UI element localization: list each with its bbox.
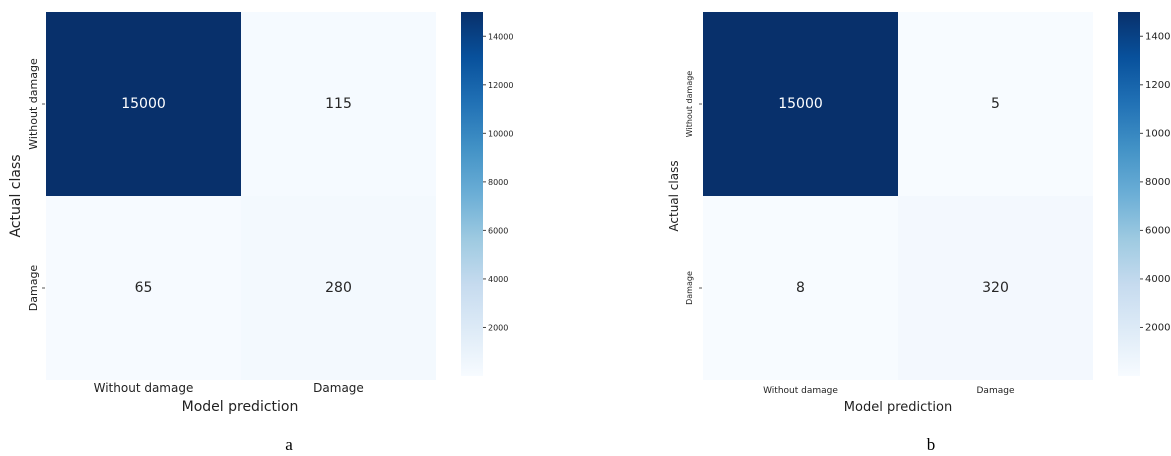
y-tick-label: Without damage bbox=[27, 58, 40, 150]
panel-label: a bbox=[285, 435, 293, 454]
cell-value-label: 280 bbox=[325, 280, 352, 296]
colorbar-tick-label: 14000 bbox=[1145, 31, 1171, 42]
x-tick-label: Without damage bbox=[94, 381, 194, 395]
cell-value-label: 15000 bbox=[121, 96, 166, 112]
panel-label: b bbox=[927, 435, 936, 454]
x-axis-label: Model prediction bbox=[182, 399, 299, 415]
colorbar-tick-label: 10000 bbox=[488, 129, 513, 138]
cell-value-label: 15000 bbox=[778, 96, 823, 112]
x-axis-label: Model prediction bbox=[844, 400, 952, 415]
colorbar-tick-label: 6000 bbox=[1145, 225, 1170, 236]
colorbar-tick-label: 12000 bbox=[488, 81, 513, 90]
cell-value-label: 8 bbox=[796, 280, 805, 296]
colorbar-tick-label: 14000 bbox=[488, 32, 513, 41]
y-tick-label: Without damage bbox=[685, 71, 694, 138]
colorbar-tick-label: 8000 bbox=[488, 178, 508, 187]
colorbar bbox=[1118, 12, 1140, 376]
colorbar-tick-label: 4000 bbox=[1145, 274, 1170, 285]
colorbar-tick-label: 10000 bbox=[1145, 128, 1171, 139]
colorbar-tick-label: 6000 bbox=[488, 226, 508, 235]
cell-value-label: 5 bbox=[991, 96, 1000, 112]
colorbar-tick-label: 2000 bbox=[1145, 322, 1170, 333]
y-tick-label: Damage bbox=[685, 271, 694, 305]
heatmap-panel-b: 15000 5 8 320 Without damage Damage Model pred… bbox=[667, 12, 1171, 454]
colorbar-tick-label: 12000 bbox=[1145, 80, 1171, 91]
colorbar-tick-label: 8000 bbox=[1145, 177, 1170, 188]
y-axis-label: Actual class bbox=[667, 160, 681, 231]
y-axis-label: Actual class bbox=[8, 154, 24, 237]
y-tick-label: Damage bbox=[27, 265, 40, 312]
colorbar-tick-label: 2000 bbox=[488, 323, 508, 332]
x-tick-label: Damage bbox=[977, 386, 1015, 396]
heatmap-panel-a: 15000 115 65 280 Without damage Damage Model p… bbox=[8, 12, 513, 454]
cell-value-label: 65 bbox=[135, 280, 153, 296]
colorbar-tick-label: 4000 bbox=[488, 275, 508, 284]
x-tick-label: Damage bbox=[313, 381, 364, 395]
cell-value-label: 115 bbox=[325, 96, 352, 112]
x-tick-label: Without damage bbox=[763, 386, 838, 396]
colorbar bbox=[461, 12, 483, 376]
cell-value-label: 320 bbox=[982, 280, 1009, 296]
